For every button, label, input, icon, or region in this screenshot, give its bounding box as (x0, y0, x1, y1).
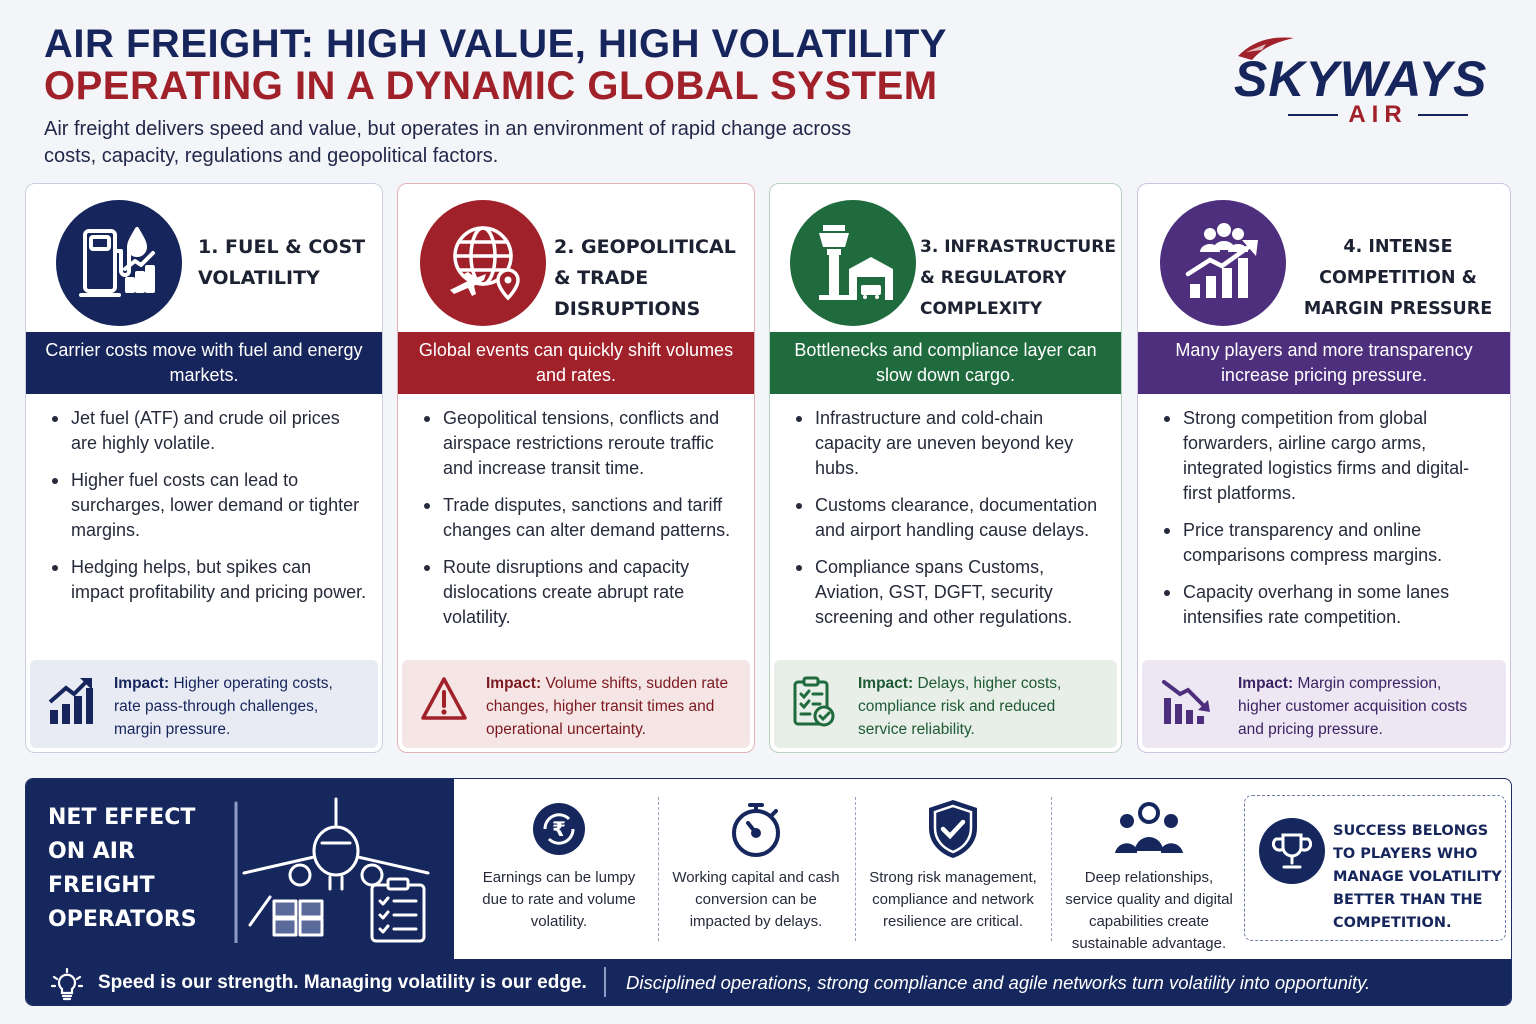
effect-text: Earnings can be lumpy due to rate and vo… (482, 869, 636, 930)
impact-label: Impact: (486, 675, 542, 692)
page-title: AIR FREIGHT: HIGH VALUE, HIGH VOLATILITY (44, 22, 947, 66)
impact-label: Impact: (858, 675, 914, 692)
effect-text: Working capital and cash conversion can … (672, 869, 840, 930)
impact-box: Impact: Delays, higher costs, compliance… (774, 660, 1117, 748)
svg-text:₹: ₹ (552, 817, 566, 841)
card-bullet-list: Geopolitical tensions, conflicts and air… (418, 406, 740, 642)
list-item: Customs clearance, documentation and air… (790, 493, 1107, 543)
skyways-air-logo: SKYWAYS AIR (1228, 30, 1508, 130)
impact-text: Higher operating costs, rate pass-throug… (114, 675, 333, 738)
page-subtitle-heading: OPERATING IN A DYNAMIC GLOBAL SYSTEM (44, 64, 938, 108)
trophy-icon (1259, 818, 1325, 884)
card-geopolitical: 2. Geopolitical & Trade Disruptions Glob… (397, 183, 755, 753)
footer-slogan: Speed is our strength. Managing volatili… (98, 972, 587, 993)
effect-item-earnings: ₹ Earnings can be lumpy due to rate and … (469, 797, 649, 947)
card-title: 4. Intense Competition & Margin Pressure (1303, 237, 1493, 319)
effect-item-relationships: Deep relationships, service quality and … (1059, 797, 1239, 952)
list-item: Higher fuel costs can lead to surcharges… (46, 468, 368, 543)
card-infrastructure: 3. Infrastructure & Regulatory Complexit… (769, 183, 1122, 753)
fuel-pump-icon (56, 200, 182, 326)
control-tower-icon (790, 200, 916, 326)
team-icon (1059, 797, 1239, 861)
airplane-cargo-icon (234, 797, 430, 943)
lightbulb-icon (50, 967, 84, 1001)
impact-box: Impact: Margin compression, higher custo… (1142, 660, 1506, 748)
card-title: 3. Infrastructure & Regulatory Complexit… (920, 237, 1116, 319)
card-title: 1. Fuel & Cost Volatility (198, 236, 366, 289)
net-effect-block: Net Effect on Air Freight Operators (26, 779, 454, 959)
card-fuel-cost: 1. Fuel & Cost Volatility Carrier costs … (25, 183, 383, 753)
impact-label: Impact: (1238, 675, 1294, 692)
list-item: Route disruptions and capacity dislocati… (418, 555, 740, 630)
impact-box: Impact: Higher operating costs, rate pas… (30, 660, 378, 748)
success-text: Success belongs to players who manage vo… (1333, 823, 1502, 931)
card-summary-band: Carrier costs move with fuel and energy … (26, 332, 382, 394)
effect-text: Deep relationships, service quality and … (1065, 869, 1233, 952)
card-title: 2. Geopolitical & Trade Disruptions (554, 236, 736, 320)
warning-icon (421, 677, 467, 720)
list-item: Geopolitical tensions, conflicts and air… (418, 406, 740, 481)
net-effect-title: Net Effect on Air Freight Operators (48, 805, 197, 932)
competition-chart-icon (1160, 200, 1286, 326)
list-item: Compliance spans Customs, Aviation, GST,… (790, 555, 1107, 630)
checklist-icon (793, 676, 835, 727)
stopwatch-icon (666, 797, 846, 861)
card-summary-band: Global events can quickly shift volumes … (398, 332, 754, 394)
rupee-cycle-icon: ₹ (469, 797, 649, 861)
list-item: Strong competition from global forwarder… (1158, 406, 1496, 506)
list-item: Capacity overhang in some lanes intensif… (1158, 580, 1496, 630)
footer-banner: Speed is our strength. Managing volatili… (26, 959, 1511, 1005)
list-item: Price transparency and online comparison… (1158, 518, 1496, 568)
footer-tagline: Disciplined operations, strong complianc… (626, 972, 1371, 993)
logo-wordmark: SKYWAYS (1234, 51, 1488, 107)
impact-text: Volume shifts, sudden rate changes, high… (486, 675, 729, 738)
card-summary-band: Bottlenecks and compliance layer can slo… (770, 332, 1121, 394)
list-item: Hedging helps, but spikes can impact pro… (46, 555, 368, 605)
wing-swoosh-icon (1238, 37, 1294, 60)
falling-chart-icon (1162, 680, 1210, 724)
effect-item-risk: Strong risk management, compliance and n… (863, 797, 1043, 947)
card-summary-band: Many players and more transparency incre… (1138, 332, 1510, 394)
logo-subtext: AIR (1348, 101, 1408, 128)
globe-plane-icon (420, 200, 546, 326)
list-item: Trade disputes, sanctions and tariff cha… (418, 493, 740, 543)
shield-check-icon (863, 797, 1043, 861)
net-effect-panel: Net Effect on Air Freight Operators ₹ (25, 778, 1512, 1006)
impact-text: Delays, higher costs, compliance risk an… (858, 675, 1062, 738)
card-bullet-list: Jet fuel (ATF) and crude oil prices are … (46, 406, 368, 617)
effect-item-working-capital: Working capital and cash conversion can … (666, 797, 846, 947)
intro-text: Air freight delivers speed and value, bu… (44, 118, 852, 167)
effect-text: Strong risk management, compliance and n… (869, 869, 1037, 930)
list-item: Infrastructure and cold-chain capacity a… (790, 406, 1107, 481)
success-callout: Success belongs to players who manage vo… (1244, 795, 1506, 941)
impact-text: Margin compression, higher customer acqu… (1238, 675, 1468, 738)
rising-chart-icon (48, 678, 93, 724)
list-item: Jet fuel (ATF) and crude oil prices are … (46, 406, 368, 456)
impact-box: Impact: Volume shifts, sudden rate chang… (402, 660, 750, 748)
card-competition: 4. Intense Competition & Margin Pressure… (1137, 183, 1511, 753)
card-bullet-list: Infrastructure and cold-chain capacity a… (790, 406, 1107, 642)
impact-label: Impact: (114, 675, 170, 692)
card-bullet-list: Strong competition from global forwarder… (1158, 406, 1496, 642)
